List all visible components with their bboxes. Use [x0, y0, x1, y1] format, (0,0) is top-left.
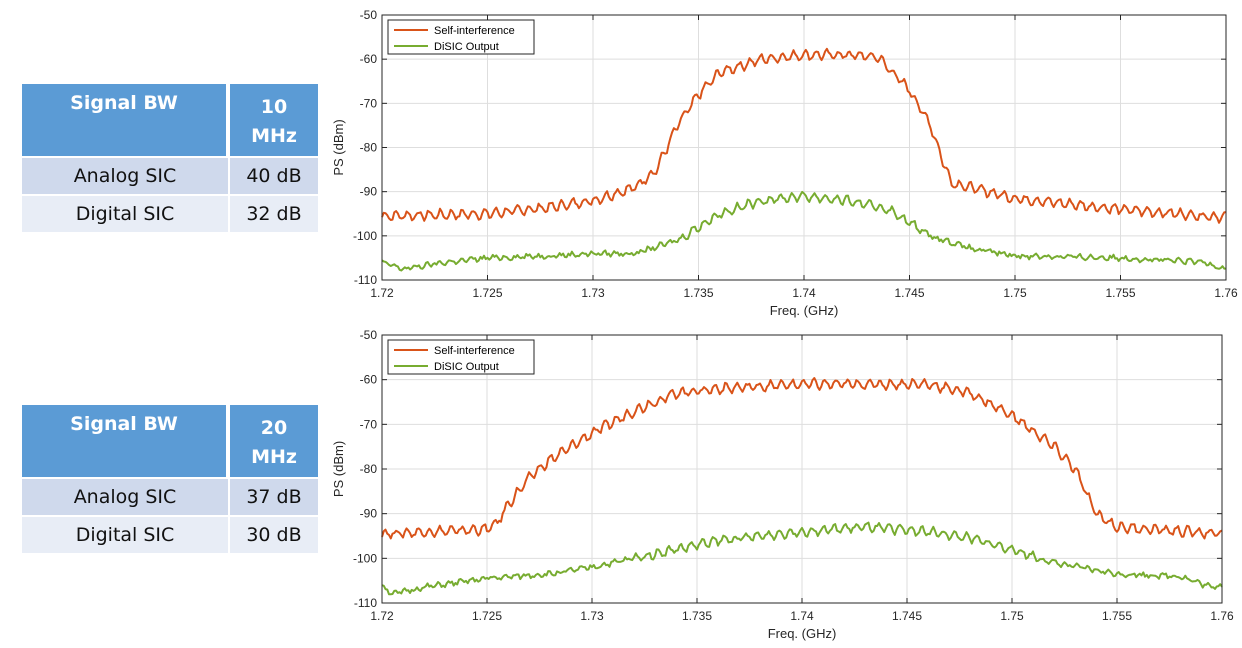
chart-2-y-tick-label: -90	[360, 507, 378, 521]
chart-1-x-tick-label: 1.735	[683, 286, 713, 300]
sic-table-10mhz: Signal BW 10 MHz Analog SIC 40 dB Digita…	[22, 84, 318, 232]
chart-2-y-tick-label: -110	[354, 596, 377, 610]
chart-2-x-tick-label: 1.76	[1210, 609, 1234, 623]
spectrum-chart-20mhz: 1.72 1.725 1.73 1.735 1.74 1.745 1.75 1.755 1.76…	[331, 328, 1234, 641]
bandwidth-unit: MHz	[251, 446, 297, 468]
header-signal-bw: Signal BW	[22, 84, 228, 156]
chart-2-series-self-interference-line	[381, 377, 1223, 540]
chart-1-x-tick-label: 1.73	[581, 286, 605, 300]
chart-1-y-tick-label: -70	[360, 96, 378, 110]
chart-1-x-tick-label: 1.76	[1214, 286, 1238, 300]
chart-1-legend-box	[387, 19, 535, 55]
chart-2-x-tick-label: 1.72	[370, 609, 394, 623]
chart-1-y-tick-label: -50	[360, 8, 378, 22]
chart-1-x-tick-label: 1.745	[894, 286, 924, 300]
chart-1-y-tick-label: -60	[360, 52, 378, 66]
bandwidth-number: 10	[260, 96, 288, 118]
sic-table-20mhz: Signal BW 20 MHz Analog SIC 37 dB Digita…	[22, 405, 318, 553]
chart-1-x-axis-label: Freq. (GHz)	[770, 303, 839, 318]
chart-2-x-tick-label: 1.74	[790, 609, 814, 623]
chart-2-x-tick-label: 1.745	[892, 609, 922, 623]
row-value-analog-sic: 40 dB	[228, 156, 318, 194]
row-label-digital-sic: Digital SIC	[22, 515, 228, 553]
chart-1-x-tick-label: 1.74	[792, 286, 816, 300]
chart-2-y-tick-label: -60	[360, 373, 378, 387]
chart-1-series-disic-output-line	[381, 190, 1226, 272]
row-label-analog-sic: Analog SIC	[22, 477, 228, 515]
chart-2-y-tick-label: -100	[353, 551, 377, 565]
spectrum-chart-10mhz: 1.72 1.725 1.73 1.735 1.74 1.745 1.75 1.755 1.76…	[331, 8, 1238, 318]
bandwidth-number: 20	[260, 417, 288, 439]
chart-2-legend-label-disic-output: DiSIC Output	[434, 361, 499, 373]
header-bandwidth-value: 20 MHz	[228, 405, 318, 477]
chart-1-legend-label-disic-output: DiSIC Output	[434, 41, 499, 53]
chart-1-y-tick-label: -100	[353, 229, 377, 243]
row-value-digital-sic: 30 dB	[228, 515, 318, 553]
chart-1-y-tick-label: -110	[354, 273, 377, 287]
chart-2-y-tick-label: -80	[360, 462, 378, 476]
row-value-digital-sic: 32 dB	[228, 194, 318, 232]
chart-2-x-tick-label: 1.735	[682, 609, 712, 623]
header-bandwidth-value: 10 MHz	[228, 84, 318, 156]
row-value-analog-sic: 37 dB	[228, 477, 318, 515]
chart-1-x-tick-label: 1.725	[472, 286, 502, 300]
chart-1-y-tick-label: -80	[360, 141, 378, 155]
row-label-analog-sic: Analog SIC	[22, 156, 228, 194]
chart-2-y-tick-label: -50	[360, 328, 378, 342]
chart-2-x-tick-label: 1.725	[472, 609, 502, 623]
chart-1-x-tick-label: 1.755	[1105, 286, 1135, 300]
row-label-digital-sic: Digital SIC	[22, 194, 228, 232]
chart-1-x-tick-label: 1.72	[370, 286, 394, 300]
chart-2-y-tick-label: -70	[360, 417, 378, 431]
header-signal-bw: Signal BW	[22, 405, 228, 477]
chart-1-y-tick-label: -90	[360, 185, 378, 199]
chart-2-x-tick-label: 1.73	[580, 609, 604, 623]
chart-1-legend-label-self-interference: Self-interference	[434, 25, 515, 37]
chart-1-y-axis-label: PS (dBm)	[331, 119, 346, 175]
chart-2-x-tick-label: 1.75	[1000, 609, 1024, 623]
chart-2-legend-label-self-interference: Self-interference	[434, 345, 515, 357]
chart-1-x-tick-label: 1.75	[1003, 286, 1027, 300]
chart-1-series-self-interference-line	[381, 47, 1227, 224]
chart-2-x-tick-label: 1.755	[1102, 609, 1132, 623]
chart-2-series-disic-output-line	[381, 521, 1223, 596]
chart-2-y-axis-label: PS (dBm)	[331, 441, 346, 497]
bandwidth-unit: MHz	[251, 125, 297, 147]
chart-2-legend-box	[387, 339, 535, 375]
chart-2-x-axis-label: Freq. (GHz)	[768, 626, 837, 641]
